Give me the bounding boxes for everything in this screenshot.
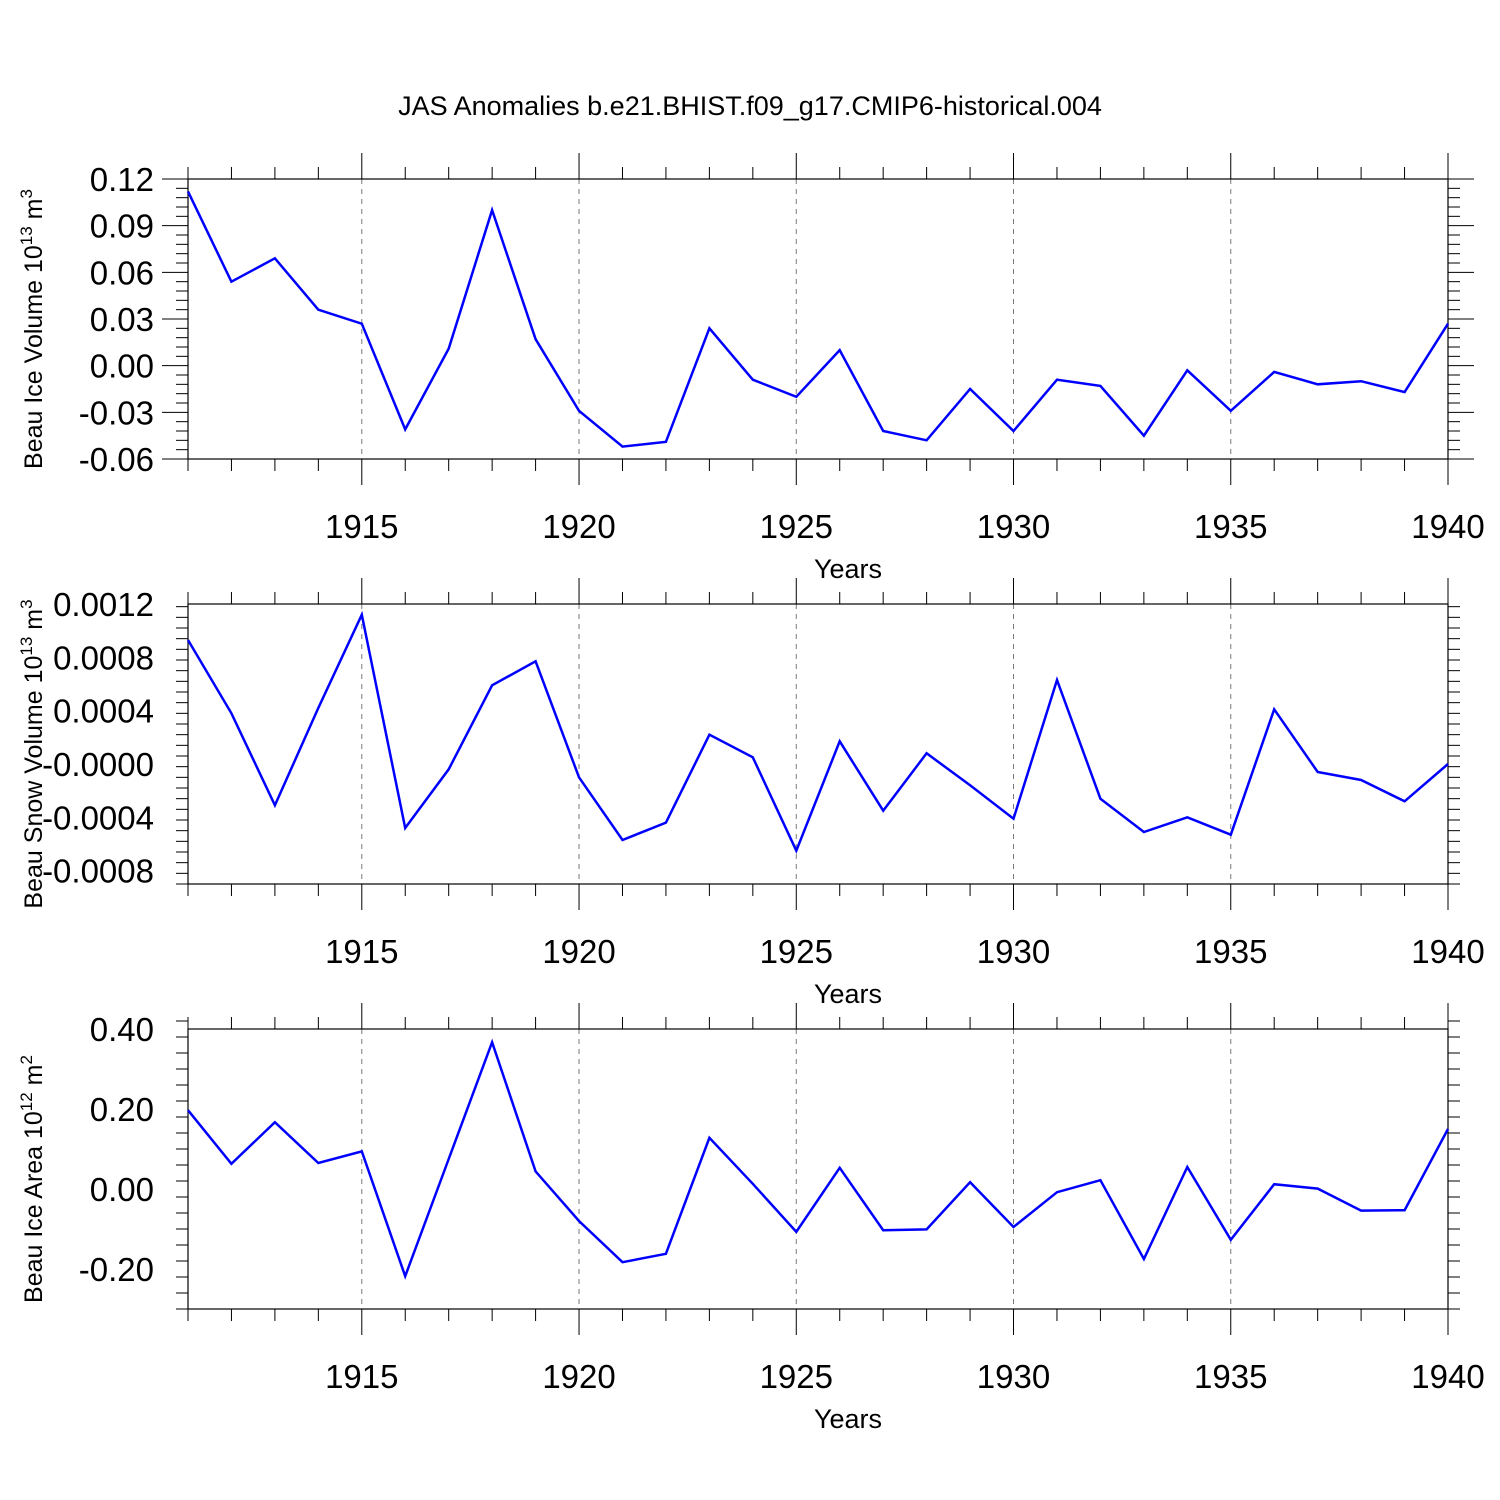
y-tick-label: -0.0008 <box>42 853 154 890</box>
x-tick-label: 1940 <box>1411 508 1484 545</box>
x-tick-label: 1920 <box>542 508 615 545</box>
y-tick-label: -0.03 <box>79 394 154 431</box>
chart-panel-2: 1915 1920 1925 1930 1935 1940 Years 0.0012 0.000… <box>17 578 1485 1009</box>
series-line <box>187 1038 1450 1280</box>
x-tick-label: 1920 <box>542 933 615 970</box>
plot-frame <box>187 178 1449 460</box>
y-tick-label: 0.09 <box>90 208 154 245</box>
x-tick-label: 1940 <box>1411 933 1484 970</box>
x-tick-label: 1930 <box>977 1358 1050 1395</box>
y-tick-label: 0.20 <box>90 1091 154 1128</box>
x-axis-label: Years <box>814 554 882 584</box>
y-tick-label: -0.20 <box>79 1251 154 1288</box>
y-axis-label: Beau Ice Area 1012 m2 <box>17 1055 48 1303</box>
y-tick-label: 0.0004 <box>53 693 154 730</box>
x-tick-label: 1925 <box>760 508 833 545</box>
y-tick-label: 0.0012 <box>53 586 154 623</box>
x-tick-label: 1920 <box>542 1358 615 1395</box>
y-tick-label: -0.06 <box>79 441 154 478</box>
x-axis-label: Years <box>814 1404 882 1434</box>
y-tick-label: -0.0000 <box>42 746 154 783</box>
y-tick-label: 0.00 <box>90 348 154 385</box>
y-tick-label: 0.0008 <box>53 639 154 676</box>
chart-panel-3: 1915 1920 1925 1930 1935 1940 Years 0.40 0.20 0.0… <box>17 1003 1485 1434</box>
x-tick-label: 1915 <box>325 933 398 970</box>
y-tick-label: 0.00 <box>90 1171 154 1208</box>
series-line <box>186 190 1450 448</box>
y-tick-label: 0.06 <box>90 254 154 291</box>
plot-frame <box>187 1028 1449 1310</box>
plot-frame <box>187 603 1449 885</box>
y-tick-label: 0.03 <box>90 301 154 338</box>
y-tick-label: 0.40 <box>90 1011 154 1048</box>
x-tick-label: 1935 <box>1194 508 1267 545</box>
x-tick-label: 1935 <box>1194 1358 1267 1395</box>
y-axis-label: Beau Snow Volume 1013 m3 <box>17 599 48 908</box>
x-tick-label: 1925 <box>760 1358 833 1395</box>
chart-panel-1: 1915 1920 1925 1930 1935 1940 Years 0.12 0.09 0.0… <box>17 153 1485 584</box>
x-tick-label: 1925 <box>760 933 833 970</box>
y-tick-label: -0.0004 <box>42 799 154 836</box>
chart-title: JAS Anomalies b.e21.BHIST.f09_g17.CMIP6-… <box>398 91 1102 121</box>
y-axis-label: Beau Ice Volume 1013 m3 <box>17 189 48 469</box>
x-tick-label: 1915 <box>325 508 398 545</box>
x-tick-label: 1940 <box>1411 1358 1484 1395</box>
x-tick-label: 1935 <box>1194 933 1267 970</box>
x-axis-label: Years <box>814 979 882 1009</box>
y-tick-label: 0.12 <box>90 161 154 198</box>
series-line <box>186 610 1449 854</box>
x-tick-label: 1915 <box>325 1358 398 1395</box>
x-tick-label: 1930 <box>977 508 1050 545</box>
x-tick-label: 1930 <box>977 933 1050 970</box>
